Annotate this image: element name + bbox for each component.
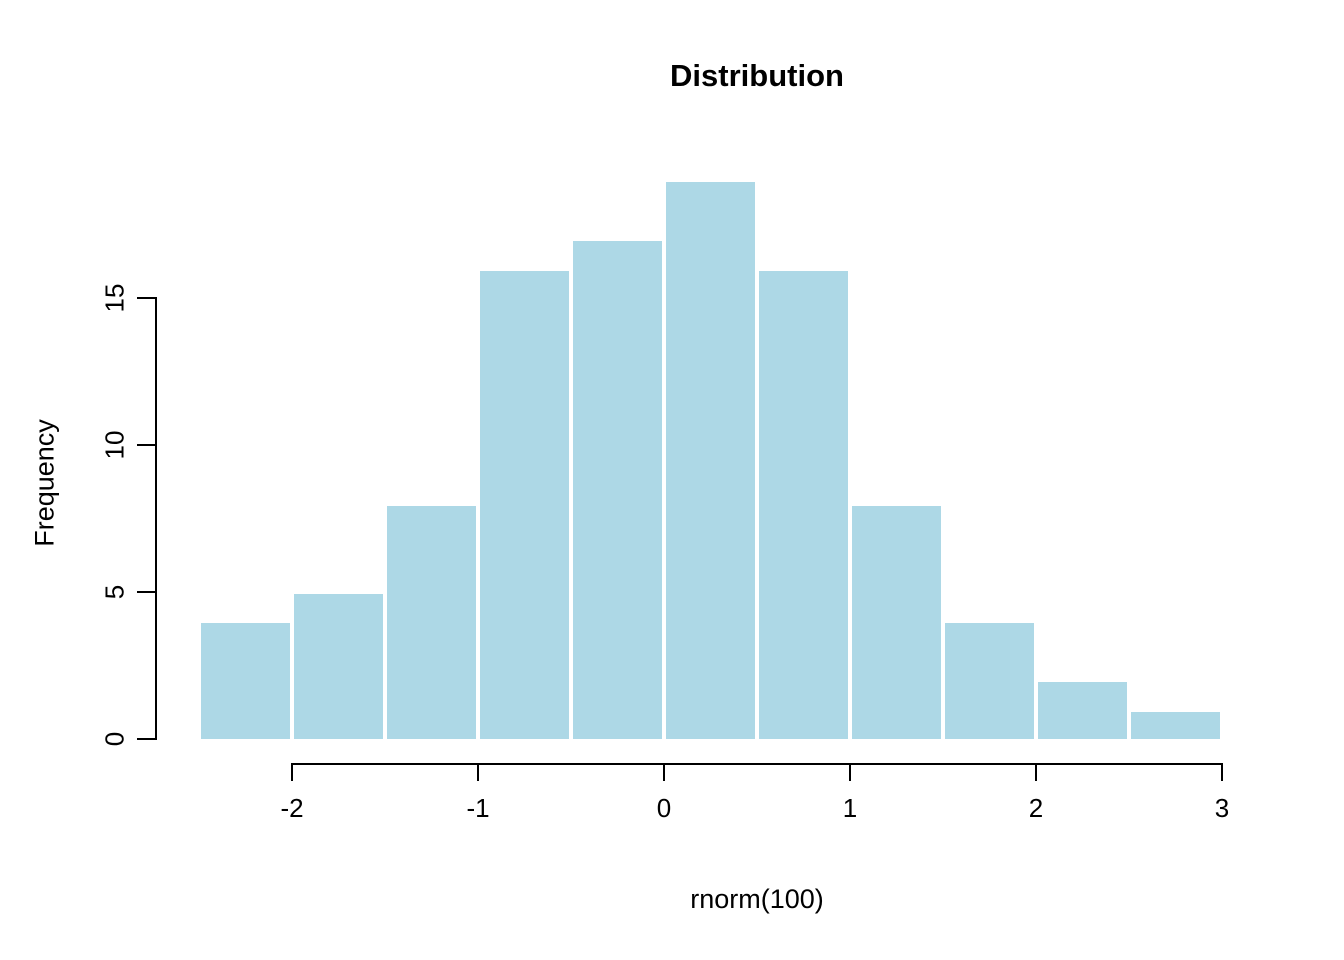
y-axis-tick (137, 591, 155, 593)
x-axis-tick-label: 1 (842, 793, 858, 823)
y-axis-title-text: Frequency (29, 419, 60, 547)
y-axis-tick-label: 0 (99, 731, 130, 747)
y-axis-line (155, 297, 157, 740)
x-axis-tick (477, 763, 479, 781)
x-axis-tick (1035, 763, 1037, 781)
y-axis-tick (137, 738, 155, 740)
x-axis-tick-label: -1 (466, 793, 490, 823)
y-axis-tick-label: 15 (99, 283, 130, 313)
x-axis-line (291, 763, 1223, 765)
histogram-bar (385, 503, 478, 741)
histogram-bar (478, 268, 571, 741)
chart-title: Distribution (670, 58, 844, 93)
y-axis-tick (137, 444, 155, 446)
x-axis-tick (663, 763, 665, 781)
x-axis-tick-label: 0 (656, 793, 672, 823)
y-axis-tick (137, 297, 155, 299)
histogram-bar (292, 592, 385, 741)
histogram-bar (1129, 709, 1222, 741)
x-axis-tick (849, 763, 851, 781)
x-axis-tick-label: 2 (1028, 793, 1044, 823)
histogram-bar (571, 239, 664, 741)
x-axis-tick (1221, 763, 1223, 781)
x-axis-title: rnorm(100) (690, 884, 824, 914)
histogram-bar (664, 180, 757, 741)
histogram-bar (850, 503, 943, 741)
x-axis-tick-label: -2 (280, 793, 304, 823)
y-axis-tick-label: 5 (99, 584, 130, 600)
y-axis-tick-label: 10 (99, 430, 130, 460)
histogram-bar (757, 268, 850, 741)
histogram-bar (1036, 680, 1129, 741)
histogram-bar (199, 621, 292, 741)
x-axis-tick-label: 3 (1214, 793, 1230, 823)
histogram-bar (943, 621, 1036, 741)
x-axis-tick (291, 763, 293, 781)
